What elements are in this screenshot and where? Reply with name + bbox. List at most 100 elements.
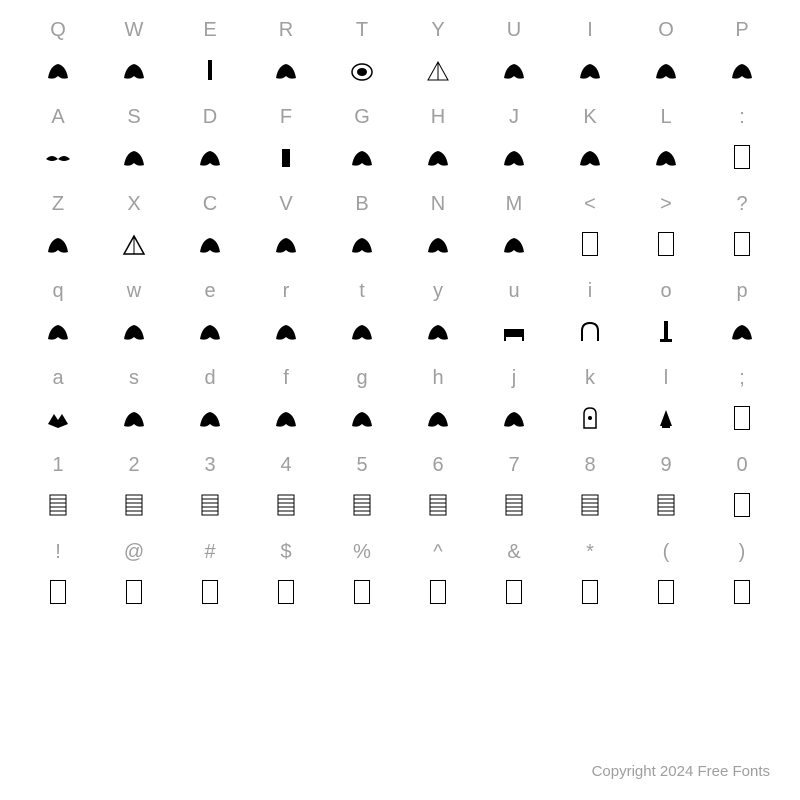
key-character: t [359,271,365,311]
dingbat-icon [500,406,528,430]
glyph-preview [120,311,148,351]
key-character: ? [736,184,747,224]
glyph-preview [424,50,452,90]
charmap-cell: 9 [628,445,704,532]
key-character: ; [739,358,745,398]
key-character: > [660,184,672,224]
dingbat-icon [44,406,72,430]
charmap-cell: N [400,184,476,271]
dingbat-icon [196,319,224,343]
missing-glyph-box [734,493,750,517]
glyph-preview [576,137,604,177]
dingbat-icon [652,145,680,169]
charmap-cell: ; [704,358,780,445]
glyph-preview [348,311,376,351]
dingbat-icon [728,319,756,343]
key-character: S [127,97,140,137]
dingbat-icon [652,493,680,517]
charmap-cell: C [172,184,248,271]
missing-glyph-box [50,580,66,604]
missing-glyph-box [126,580,142,604]
dingbat-icon [728,58,756,82]
key-character: y [433,271,443,311]
dingbat-icon [120,232,148,256]
charmap-cell: h [400,358,476,445]
charmap-cell: Z [20,184,96,271]
key-character: P [735,10,748,50]
dingbat-icon [652,319,680,343]
missing-glyph-box [582,580,598,604]
glyph-preview [120,224,148,264]
charmap-cell: & [476,532,552,619]
key-character: % [353,532,371,572]
charmap-cell: E [172,10,248,97]
key-character: w [127,271,141,311]
key-character: 3 [204,445,215,485]
glyph-preview [44,50,72,90]
copyright-text: Copyright 2024 Free Fonts [592,763,770,780]
missing-glyph-box [278,580,294,604]
charmap-cell: ! [20,532,96,619]
glyph-preview [424,137,452,177]
missing-glyph-box [354,580,370,604]
glyph-preview [582,224,598,264]
missing-glyph-box [734,580,750,604]
dingbat-icon [348,232,376,256]
dingbat-icon [272,319,300,343]
glyph-preview [120,485,148,525]
charmap-cell: 5 [324,445,400,532]
charmap-cell: J [476,97,552,184]
dingbat-icon [348,406,376,430]
dingbat-icon [576,319,604,343]
glyph-preview [734,224,750,264]
key-character: ! [55,532,61,572]
charmap-cell: ) [704,532,780,619]
glyph-preview [196,398,224,438]
charmap-cell: 6 [400,445,476,532]
charmap-cell: * [552,532,628,619]
key-character: E [203,10,216,50]
dingbat-icon [196,232,224,256]
key-character: 2 [128,445,139,485]
charmap-cell: S [96,97,172,184]
glyph-preview [576,311,604,351]
charmap-cell: p [704,271,780,358]
key-character: h [432,358,443,398]
missing-glyph-box [430,580,446,604]
charmap-cell: B [324,184,400,271]
glyph-preview [658,572,674,612]
glyph-preview [652,311,680,351]
key-character: @ [124,532,144,572]
charmap-cell: 7 [476,445,552,532]
charmap-cell: L [628,97,704,184]
dingbat-icon [424,319,452,343]
key-character: : [739,97,745,137]
key-character: I [587,10,593,50]
dingbat-icon [120,493,148,517]
key-character: K [583,97,596,137]
dingbat-icon [500,58,528,82]
charmap-cell: d [172,358,248,445]
glyph-preview [582,572,598,612]
glyph-preview [202,572,218,612]
glyph-preview [734,398,750,438]
charmap-cell: M [476,184,552,271]
key-character: Q [50,10,66,50]
key-character: & [507,532,520,572]
charmap-cell: W [96,10,172,97]
charmap-cell: i [552,271,628,358]
key-character: s [129,358,139,398]
glyph-preview [272,50,300,90]
charmap-cell: r [248,271,324,358]
missing-glyph-box [734,145,750,169]
key-character: $ [280,532,291,572]
key-character: ) [739,532,746,572]
glyph-preview [652,485,680,525]
dingbat-icon [120,319,148,343]
missing-glyph-box [734,232,750,256]
glyph-preview [196,50,224,90]
key-character: F [280,97,292,137]
glyph-preview [278,572,294,612]
charmap-cell: < [552,184,628,271]
key-character: 1 [52,445,63,485]
